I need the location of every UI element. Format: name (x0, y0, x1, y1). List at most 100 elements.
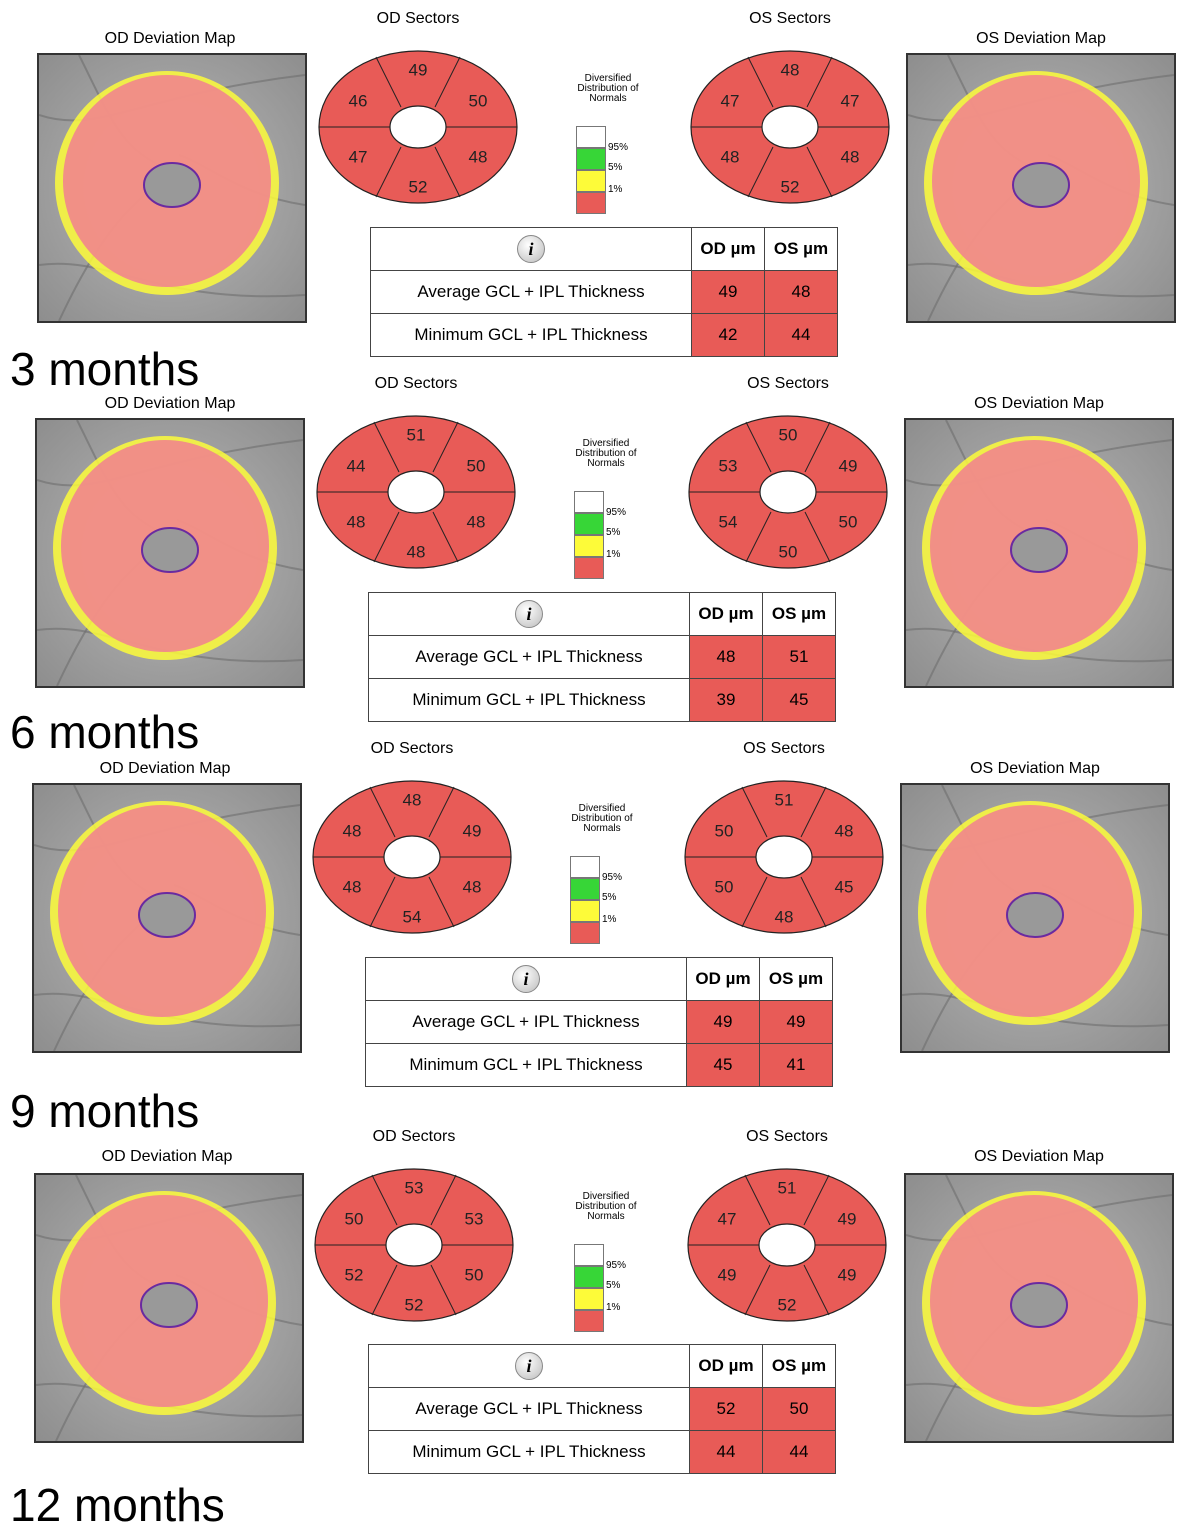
sector-value-lower-right: 48 (467, 512, 486, 531)
thickness-table: i OD µm OS µm Average GCL + IPL Thicknes… (368, 592, 836, 722)
average-os-value: 48 (764, 270, 838, 314)
od-map-title: OD Deviation Map (104, 395, 236, 412)
sector-value-top: 50 (779, 425, 798, 444)
sector-divider (432, 511, 459, 563)
legend-swatch (574, 1266, 604, 1288)
col-od-header: OD µm (691, 227, 765, 271)
legend-caption: Diversified Distribution of Normals (575, 1191, 637, 1222)
od-sectors-chart: 48 49 48 54 48 48 (312, 778, 512, 938)
sector-divider (806, 56, 833, 108)
legend-tick-label: 5% (606, 527, 621, 538)
sector-divider (745, 421, 772, 473)
sector-value-upper-right: 48 (835, 821, 854, 840)
sector-value-upper-left: 50 (345, 1209, 364, 1228)
sector-value-lower-right: 50 (839, 512, 858, 531)
thickness-table: i OD µm OS µm Average GCL + IPL Thicknes… (370, 227, 838, 357)
fovea-ellipse (143, 162, 201, 208)
minimum-os-value: 41 (759, 1043, 833, 1087)
sector-value-bottom: 52 (405, 1295, 424, 1314)
sector-value-upper-right: 50 (467, 456, 486, 475)
sector-value-top: 49 (409, 60, 428, 79)
col-od-header: OD µm (689, 592, 763, 636)
od-sectors-chart: 53 53 50 52 52 50 (314, 1166, 514, 1326)
sector-center-hole (387, 470, 445, 514)
sector-value-upper-left: 47 (718, 1209, 737, 1228)
sector-divider (432, 421, 459, 473)
legend-swatch (576, 126, 606, 148)
row-average-label: Average GCL + IPL Thickness (365, 1000, 687, 1044)
minimum-od-value: 44 (689, 1430, 763, 1474)
fundus-image (36, 1175, 302, 1441)
legend-swatch (576, 170, 606, 192)
info-cell: i (368, 592, 690, 636)
sector-value-lower-left: 50 (715, 877, 734, 896)
od-deviation-map (35, 418, 305, 688)
sector-svg: 51 49 49 52 49 47 (687, 1168, 887, 1322)
row-average-label: Average GCL + IPL Thickness (368, 1387, 690, 1431)
sector-value-upper-left: 53 (719, 456, 738, 475)
fovea-ellipse (1010, 527, 1068, 573)
col-os-header: OS µm (762, 592, 836, 636)
fundus-image (37, 420, 303, 686)
info-icon[interactable]: i (515, 600, 543, 628)
os-map-title: OS Deviation Map (974, 395, 1104, 412)
legend-swatch (574, 513, 604, 535)
legend-swatch (570, 922, 600, 944)
sector-center-hole (389, 105, 447, 149)
col-os-header: OS µm (764, 227, 838, 271)
row-minimum-label: Minimum GCL + IPL Thickness (365, 1043, 687, 1087)
legend-swatch (576, 148, 606, 170)
legend-swatch (574, 1244, 604, 1266)
sector-divider (800, 786, 827, 838)
sector-value-top: 51 (407, 425, 426, 444)
average-os-value: 49 (759, 1000, 833, 1044)
info-icon[interactable]: i (517, 235, 545, 263)
sector-value-upper-right: 49 (463, 821, 482, 840)
sector-divider (430, 1264, 457, 1316)
legend-swatch (574, 557, 604, 579)
sector-center-hole (761, 105, 819, 149)
col-od-header: OD µm (686, 957, 760, 1001)
thickness-table: i OD µm OS µm Average GCL + IPL Thicknes… (368, 1344, 836, 1474)
sector-value-upper-left: 46 (349, 91, 368, 110)
legend-swatch (570, 878, 600, 900)
normals-legend: Diversified Distribution of Normals 95% 5%… (568, 74, 648, 214)
os-deviation-map (904, 1173, 1174, 1443)
sector-center-hole (755, 835, 813, 879)
legend-tick-label: 95% (602, 872, 623, 883)
sector-divider (430, 1174, 457, 1226)
fovea-ellipse (1010, 1282, 1068, 1328)
os-sectors-title: OS Sectors (747, 375, 829, 392)
info-icon[interactable]: i (515, 1352, 543, 1380)
legend-tick-label: 5% (608, 162, 623, 173)
sector-svg: 51 50 48 48 48 44 (316, 415, 516, 569)
os-deviation-map (904, 418, 1174, 688)
sector-divider (434, 56, 461, 108)
info-cell: i (368, 1344, 690, 1388)
legend-tick-label: 1% (602, 914, 617, 925)
row-minimum-label: Minimum GCL + IPL Thickness (370, 313, 692, 357)
sector-divider (428, 786, 455, 838)
legend-caption: Diversified Distribution of Normals (571, 803, 633, 834)
os-sectors-chart: 51 48 45 48 50 50 (684, 778, 884, 938)
od-map-title: OD Deviation Map (104, 30, 236, 47)
legend-tick-label: 1% (606, 1302, 621, 1313)
sector-value-upper-left: 50 (715, 821, 734, 840)
col-os-header: OS µm (759, 957, 833, 1001)
od-map-title: OD Deviation Map (99, 760, 231, 777)
od-sectors-title: OD Sectors (372, 1128, 456, 1145)
period-label: 6 months (10, 706, 200, 758)
fundus-image (906, 420, 1172, 686)
sector-value-bottom: 52 (409, 177, 428, 196)
minimum-od-value: 42 (691, 313, 765, 357)
sector-divider (741, 786, 768, 838)
sector-divider (371, 1264, 398, 1316)
sector-value-lower-right: 48 (469, 147, 488, 166)
sector-value-lower-left: 48 (343, 877, 362, 896)
fundus-image (902, 785, 1168, 1051)
sector-value-lower-left: 48 (721, 147, 740, 166)
info-icon[interactable]: i (512, 965, 540, 993)
sector-value-bottom: 54 (403, 907, 422, 926)
fundus-image (906, 1175, 1172, 1441)
legend-swatch (570, 856, 600, 878)
